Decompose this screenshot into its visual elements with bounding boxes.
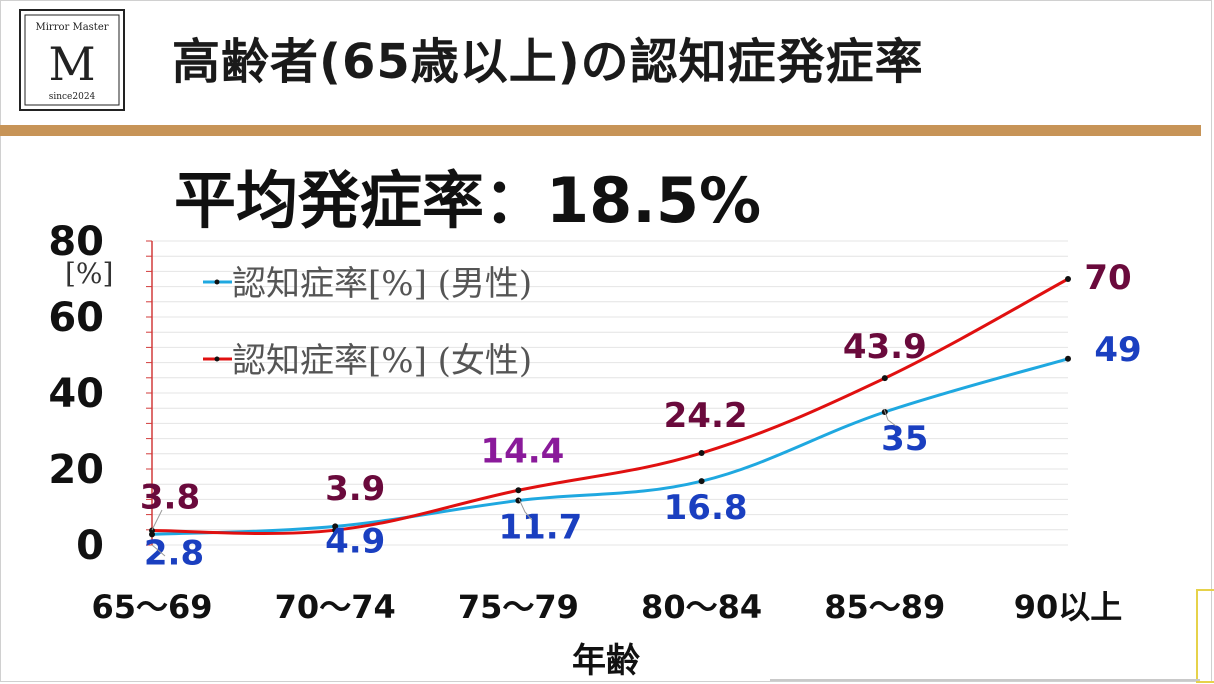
y-tick-label: 40 [48,371,104,417]
logo-outer-border [19,9,125,111]
series-female-point [149,527,155,534]
page-title: 高齢者(65歳以上)の認知症発症率 [172,34,924,90]
chart-y-tick-labels: 0 20 40 60 80 [48,219,104,569]
data-label-leader-line [883,408,897,427]
series-female-point [332,527,339,534]
legend-male-label: 認知症率[%] (男性) [232,264,532,304]
logo-inner-border [24,14,120,106]
x-tick-label: 65～69 [91,588,212,626]
series-female-point [1065,276,1071,282]
data-label-male: 16.8 [664,488,748,528]
x-tick-label: 85～89 [824,588,945,626]
data-label-male: 11.7 [498,508,582,548]
y-tick-label: 20 [48,447,104,493]
x-tick-label: 80～84 [641,588,762,626]
mirror-master-logo: Mirror Master M since2024 [19,9,125,111]
y-tick-label: 80 [48,219,104,265]
data-label-leader-line [151,544,166,557]
decorative-bottom-line [770,679,1200,681]
data-label-female: 3.9 [325,469,385,509]
data-label-male: 4.9 [325,521,385,561]
logo-top-text: Mirror Master [35,22,108,33]
data-label-male: 49 [1094,330,1141,370]
data-label-leader-line [151,509,163,531]
legend-female-marker [214,356,220,362]
logo-bottom-text: since2024 [49,92,96,102]
decorative-corner-box [1196,589,1214,683]
series-female-point [515,487,522,494]
y-tick-label: 0 [76,523,104,569]
series-male-line [151,357,1069,536]
chart-series [149,276,1071,538]
series-female-point [698,450,705,457]
legend-female-label: 認知症率[%] (女性) [232,341,532,381]
chart-x-tick-labels: 65～69 70～74 75～79 80～84 85～89 90以上 [91,588,1122,626]
x-tick-label: 75～79 [458,588,579,626]
y-axis-unit-label: [%] [65,257,113,290]
title-underline-bar [0,125,1201,136]
data-label-female: 43.9 [843,327,927,367]
data-label-leader-line [518,498,533,521]
chart-gridlines [152,240,1068,546]
data-label-male: 35 [881,419,928,459]
average-rate-text: 平均発症率：18.5% [174,164,762,237]
chart-legend: 認知症率[%] (男性) 認知症率[%] (女性) [203,264,532,381]
series-female-point [881,375,888,382]
y-tick-label: 60 [48,295,104,341]
x-tick-label: 90以上 [1014,588,1123,626]
data-label-female: 24.2 [664,396,748,436]
data-label-female: 14.4 [480,431,564,471]
data-label-male: 2.8 [144,533,204,573]
logo-initial: M [48,37,95,91]
legend-male-marker [214,279,220,285]
data-label-female: 70 [1084,258,1131,298]
data-label-female: 3.8 [140,478,200,518]
x-tick-label: 70～74 [275,588,396,626]
series-female-line [151,277,1069,535]
x-axis-label: 年齢 [572,641,640,681]
series-male-point [1065,355,1071,362]
chart-data-labels: 2.8 4.9 11.7 16.8 35 49 3.8 3.9 14.4 24.2 43.9 70 [140,258,1142,573]
series-male-point [698,478,705,485]
